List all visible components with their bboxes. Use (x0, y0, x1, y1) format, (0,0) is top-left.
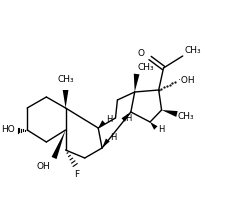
Text: H: H (110, 134, 116, 142)
Polygon shape (98, 120, 106, 128)
Text: CH₃: CH₃ (138, 62, 154, 72)
Polygon shape (122, 112, 131, 122)
Text: OH: OH (36, 162, 50, 171)
Text: F: F (75, 170, 80, 179)
Text: O: O (137, 48, 144, 58)
Text: H: H (106, 114, 112, 124)
Text: CH₃: CH₃ (57, 75, 74, 84)
Text: HO: HO (1, 125, 15, 135)
Text: ·OH: ·OH (178, 75, 194, 85)
Polygon shape (63, 90, 68, 108)
Polygon shape (52, 130, 65, 159)
Text: CH₃: CH₃ (185, 46, 201, 55)
Polygon shape (102, 138, 110, 148)
Text: CH₃: CH₃ (178, 112, 194, 121)
Polygon shape (162, 110, 178, 117)
Polygon shape (150, 122, 157, 130)
Text: H: H (158, 125, 164, 135)
Polygon shape (134, 74, 139, 92)
Text: H: H (125, 113, 131, 123)
